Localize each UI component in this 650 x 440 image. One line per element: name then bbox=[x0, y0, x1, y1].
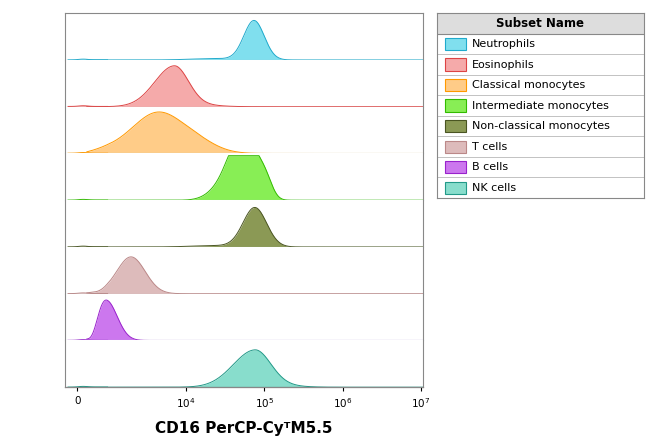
Text: Eosinophils: Eosinophils bbox=[472, 59, 534, 70]
Text: Subset Name: Subset Name bbox=[496, 17, 584, 30]
Bar bbox=[437, 75, 644, 95]
Bar bbox=[445, 182, 466, 194]
Bar bbox=[445, 161, 466, 173]
Bar bbox=[445, 140, 466, 153]
Bar bbox=[437, 116, 644, 136]
Text: T cells: T cells bbox=[472, 142, 507, 152]
Text: B cells: B cells bbox=[472, 162, 508, 172]
Bar bbox=[445, 99, 466, 112]
Text: NK cells: NK cells bbox=[472, 183, 516, 193]
Text: CD16 PerCP-CyᵀM5.5: CD16 PerCP-CyᵀM5.5 bbox=[155, 421, 333, 436]
Bar bbox=[437, 136, 644, 157]
Bar bbox=[445, 79, 466, 91]
Bar bbox=[437, 157, 644, 177]
Bar bbox=[437, 177, 644, 198]
Bar bbox=[437, 54, 644, 75]
Text: Non-classical monocytes: Non-classical monocytes bbox=[472, 121, 610, 131]
Bar bbox=[437, 95, 644, 116]
Text: Neutrophils: Neutrophils bbox=[472, 39, 536, 49]
Text: Classical monocytes: Classical monocytes bbox=[472, 80, 585, 90]
Text: Intermediate monocytes: Intermediate monocytes bbox=[472, 101, 609, 110]
Bar bbox=[437, 13, 644, 34]
Bar bbox=[445, 38, 466, 50]
Bar bbox=[437, 34, 644, 54]
Bar bbox=[445, 120, 466, 132]
Bar bbox=[445, 59, 466, 71]
